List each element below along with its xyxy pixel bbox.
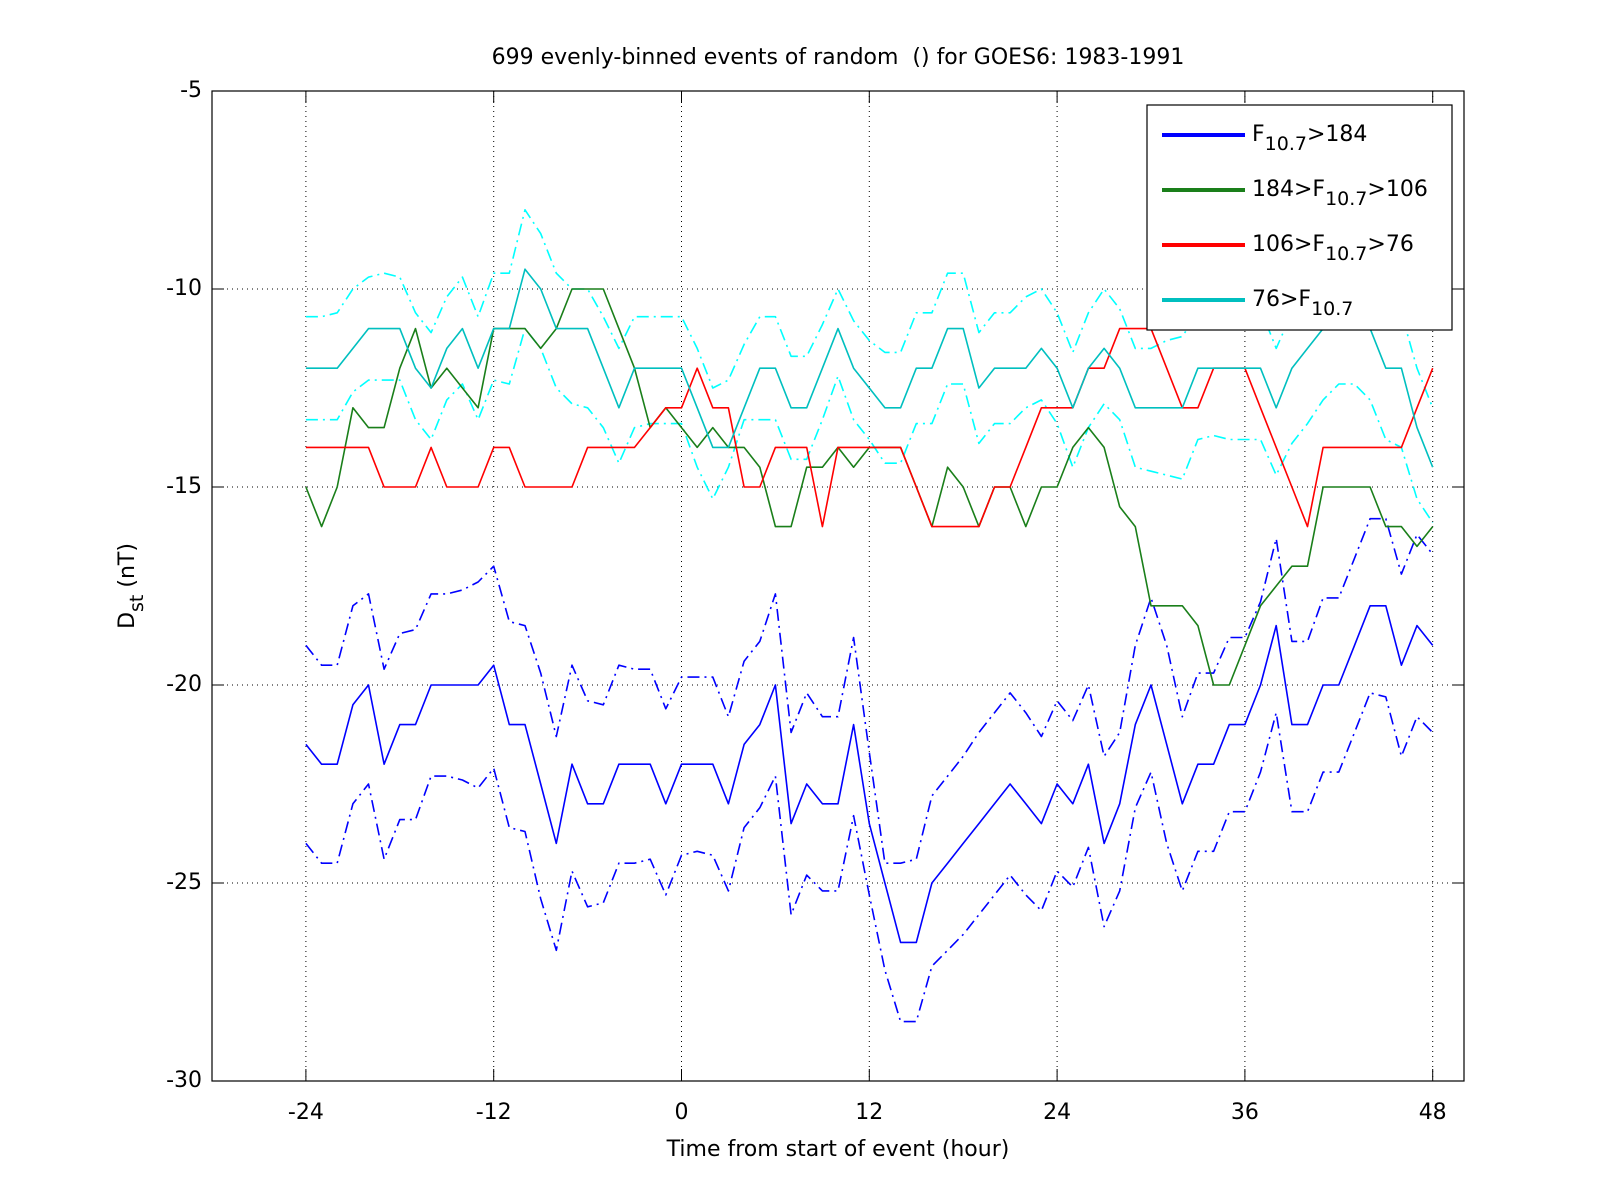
text-part: >76 — [1367, 232, 1413, 257]
y-tick-label: -5 — [180, 78, 202, 103]
y-axis-label: Dst (nT) — [115, 543, 148, 629]
series-line — [305, 268, 1434, 468]
y-tick-label: -10 — [166, 276, 202, 301]
subscript: st — [126, 595, 148, 612]
x-tick-label: 0 — [675, 1100, 689, 1125]
x-axis-label: Time from start of event (hour) — [666, 1137, 1010, 1162]
x-tick-label: 24 — [1043, 1100, 1071, 1125]
series-line — [305, 327, 1434, 524]
text-part: 184>F — [1252, 177, 1325, 202]
series-line — [305, 517, 1434, 864]
subscript: 10.7 — [1311, 298, 1353, 320]
x-tick-label: 48 — [1419, 1100, 1447, 1125]
x-tick-label: 36 — [1231, 1100, 1259, 1125]
legend-label: F10.7>184 — [1252, 122, 1367, 155]
subscript: 10.7 — [1265, 133, 1307, 155]
series-line — [305, 692, 1434, 1023]
y-tick-label: -25 — [166, 870, 202, 895]
series-line — [305, 209, 1434, 409]
legend-label: 76>F10.7 — [1252, 287, 1353, 320]
x-tick-label: -12 — [476, 1100, 512, 1125]
axes-box — [211, 90, 1465, 1082]
x-tick-label: 12 — [855, 1100, 883, 1125]
subscript: 10.7 — [1325, 188, 1367, 210]
text-part: >106 — [1367, 177, 1427, 202]
chart-title: 699 evenly-binned events of random () fo… — [492, 45, 1185, 70]
x-tick-label: -24 — [288, 1100, 324, 1125]
series-line — [305, 605, 1434, 944]
text-part: >184 — [1307, 122, 1367, 147]
subscript: 10.7 — [1325, 243, 1367, 265]
text-part: 76>F — [1252, 287, 1311, 312]
y-tick-label: -15 — [166, 474, 202, 499]
legend-label: 184>F10.7>106 — [1252, 177, 1428, 210]
text-part: D — [115, 612, 140, 629]
text-part: (nT) — [115, 543, 140, 595]
legend-box — [1146, 104, 1453, 331]
y-tick-label: -20 — [166, 672, 202, 697]
text-part: F — [1252, 122, 1265, 147]
legend-label: 106>F10.7>76 — [1252, 232, 1414, 265]
text-part: 106>F — [1252, 232, 1325, 257]
y-tick-label: -30 — [166, 1068, 202, 1093]
